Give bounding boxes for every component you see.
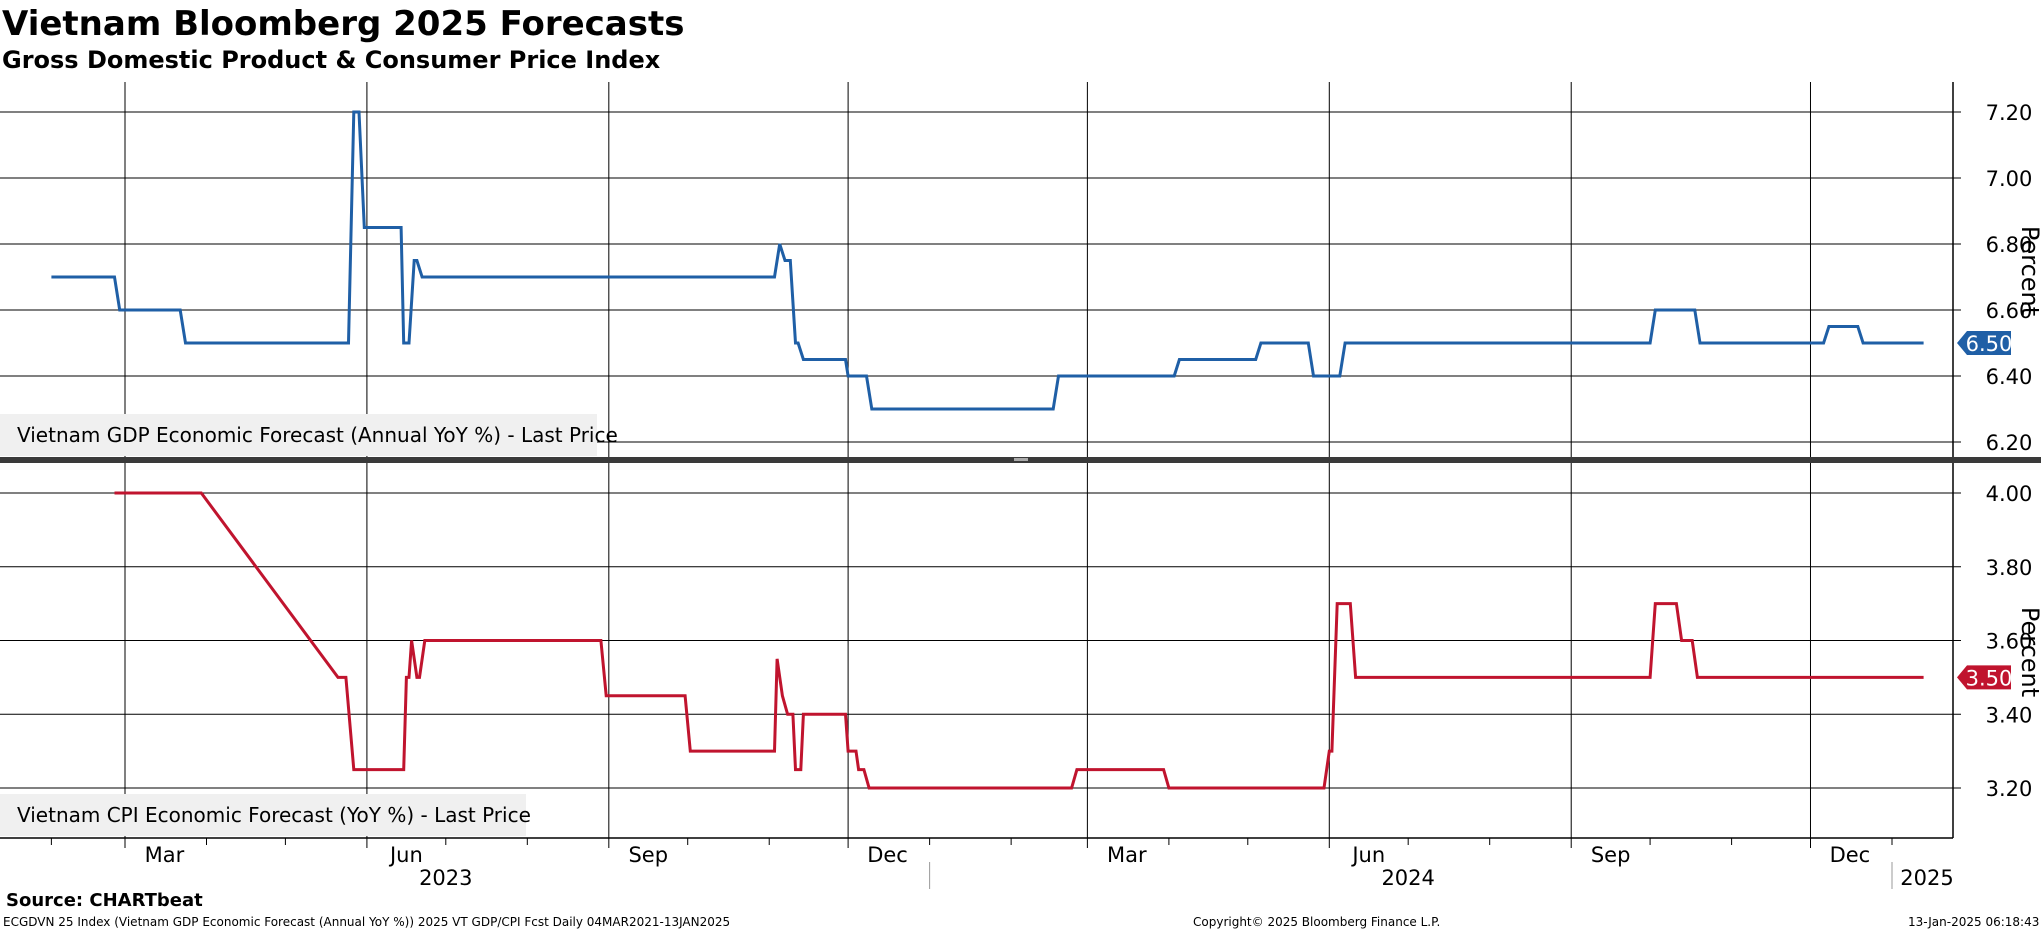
last-value-label: 6.50 bbox=[1966, 332, 2013, 356]
y-tick-label: 7.00 bbox=[1986, 167, 2033, 191]
last-value-tag bbox=[1957, 331, 2011, 355]
y-tick-label: 3.80 bbox=[1986, 556, 2033, 580]
year-label: 2023 bbox=[419, 866, 472, 890]
series-line-cpi-panel bbox=[114, 491, 1924, 790]
x-tick-label: Dec bbox=[1830, 843, 1871, 867]
legend-cpi: Vietnam CPI Economic Forecast (YoY %) - … bbox=[0, 794, 531, 836]
y-axis-title: Percent bbox=[2016, 226, 2041, 316]
footer-description: ECGDVN 25 Index (Vietnam GDP Economic Fo… bbox=[3, 915, 731, 929]
last-value-label: 3.50 bbox=[1966, 666, 2013, 690]
year-label: 2024 bbox=[1381, 866, 1434, 890]
y-tick-label: 6.40 bbox=[1986, 365, 2033, 389]
year-label: 2025 bbox=[1900, 866, 1953, 890]
chart-subtitle: Gross Domestic Product & Consumer Price … bbox=[2, 46, 661, 74]
chart-title: Vietnam Bloomberg 2025 Forecasts bbox=[2, 4, 685, 44]
y-tick-label: 4.00 bbox=[1986, 482, 2033, 506]
separator-handle bbox=[1014, 458, 1028, 461]
y-tick-label: 3.20 bbox=[1986, 777, 2033, 801]
y-axis-title: Percent bbox=[2016, 607, 2041, 697]
last-value-tag bbox=[1957, 665, 2011, 690]
x-tick-label: Sep bbox=[1591, 843, 1631, 867]
y-tick-label: 6.20 bbox=[1986, 431, 2033, 455]
x-tick-label: Jun bbox=[1350, 843, 1385, 867]
x-tick-label: Mar bbox=[1107, 843, 1147, 867]
legend-gdp-label: Vietnam GDP Economic Forecast (Annual Yo… bbox=[17, 423, 618, 447]
x-tick-label: Mar bbox=[145, 843, 185, 867]
footer-source: Source: CHARTbeat bbox=[6, 890, 203, 911]
series-line-gdp-panel bbox=[51, 110, 1924, 411]
footer-timestamp: 13-Jan-2025 06:18:43 bbox=[1908, 915, 2040, 929]
y-tick-label: 7.20 bbox=[1986, 101, 2033, 125]
x-tick-label: Dec bbox=[867, 843, 908, 867]
footer-copyright: Copyright© 2025 Bloomberg Finance L.P. bbox=[1193, 915, 1441, 929]
x-tick-label: Jun bbox=[388, 843, 423, 867]
y-tick-label: 6.80 bbox=[1986, 233, 2033, 257]
y-tick-label: 6.60 bbox=[1986, 299, 2033, 323]
legend-gdp: Vietnam GDP Economic Forecast (Annual Yo… bbox=[0, 414, 618, 456]
y-tick-label: 3.40 bbox=[1986, 703, 2033, 727]
y-tick-label: 3.60 bbox=[1986, 630, 2033, 654]
x-tick-label: Sep bbox=[628, 843, 668, 867]
legend-cpi-label: Vietnam CPI Economic Forecast (YoY %) - … bbox=[17, 803, 531, 827]
